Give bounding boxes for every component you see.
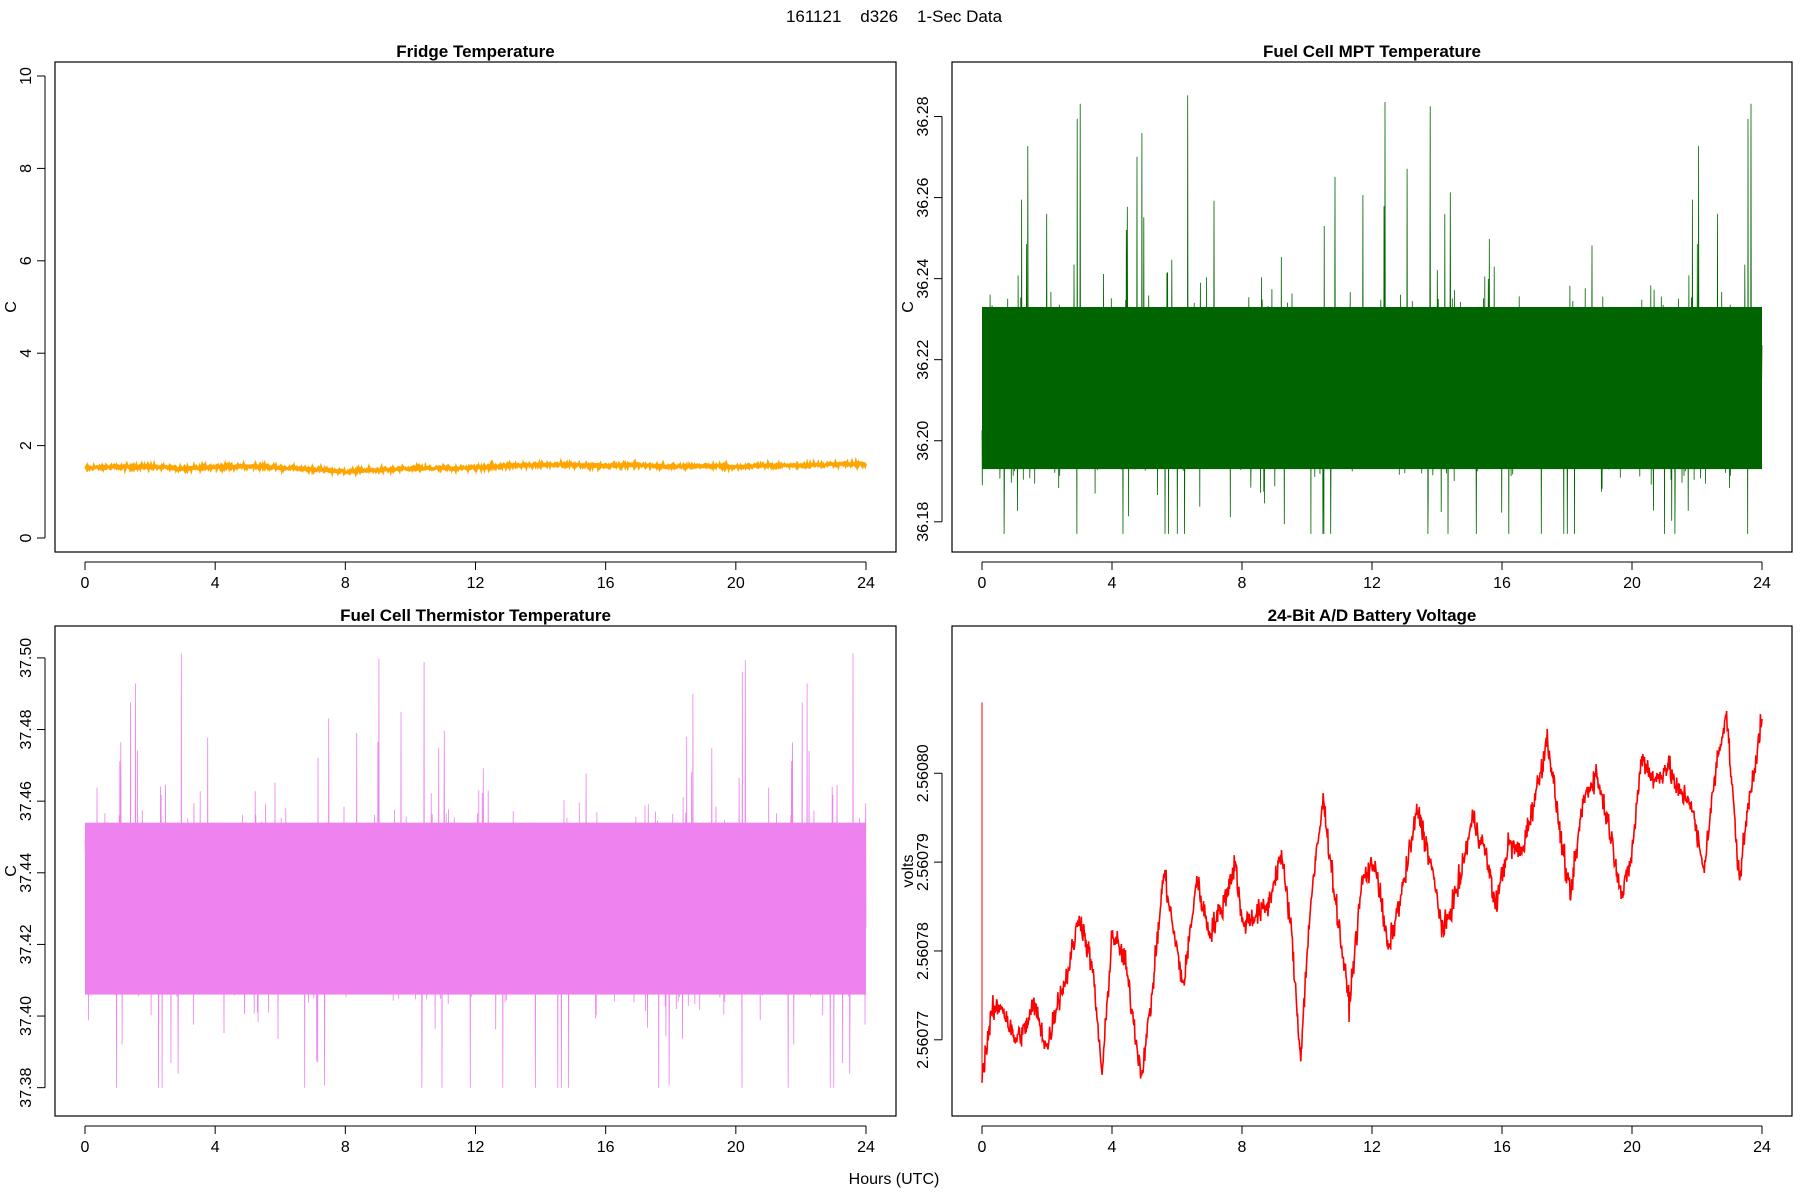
y-axis-label: C <box>3 865 20 877</box>
panel-title: Fridge Temperature <box>396 42 554 61</box>
x-tick-label: 8 <box>1238 575 1247 592</box>
x-tick-label: 0 <box>81 1139 90 1156</box>
y-axis-label: volts <box>900 855 917 888</box>
y-tick-label: 36.28 <box>915 96 932 136</box>
data-series <box>84 456 868 478</box>
y-tick-label: 36.26 <box>915 177 932 217</box>
y-tick-label: 2.56080 <box>915 744 932 802</box>
y-tick-label: 36.18 <box>915 502 932 542</box>
x-tick-label: 4 <box>211 1139 220 1156</box>
panel-4: 24-Bit A/D Battery Voltage volts 0 4 8 12 16 20… <box>900 606 1793 1156</box>
y-axis: 0 2 4 6 8 10 <box>18 67 46 542</box>
y-tick-label: 2.56078 <box>915 922 932 980</box>
plot-frame <box>951 625 1793 1117</box>
y-tick-label: 6 <box>18 256 35 265</box>
x-tick-label: 24 <box>857 1139 875 1156</box>
y-tick-label: 0 <box>18 533 35 542</box>
x-tick-label: 8 <box>1238 1139 1247 1156</box>
x-tick-label: 12 <box>467 575 485 592</box>
y-tick-label: 36.20 <box>915 421 932 461</box>
x-tick-label: 20 <box>1623 1139 1641 1156</box>
plot-frame <box>54 625 897 1117</box>
y-tick-label: 36.22 <box>915 340 932 380</box>
x-tick-label: 20 <box>727 575 745 592</box>
panel-2: Fuel Cell MPT Temperature C 0 4 8 12 16 20 24 36.… <box>900 42 1793 592</box>
x-tick-label: 20 <box>727 1139 745 1156</box>
y-tick-label: 8 <box>18 164 35 173</box>
y-axis-label: C <box>3 301 20 313</box>
x-axis: 0 4 8 12 16 20 24 <box>81 561 875 592</box>
y-tick-label: 2 <box>18 441 35 450</box>
y-tick-label: 10 <box>18 67 35 85</box>
y-axis: 2.56077 2.56078 2.56079 2.56080 <box>915 744 943 1069</box>
x-tick-label: 24 <box>1753 1139 1771 1156</box>
data-series <box>981 95 1763 534</box>
series-line <box>84 456 868 478</box>
x-tick-label: 16 <box>1493 575 1511 592</box>
x-tick-label: 0 <box>81 575 90 592</box>
panel-3: Fuel Cell Thermistor Temperature C 0 4 8 12 16… <box>3 606 897 1156</box>
y-tick-label: 4 <box>18 349 35 358</box>
data-series <box>981 702 1763 1083</box>
x-tick-label: 0 <box>978 1139 987 1156</box>
y-axis: 37.38 37.40 37.42 37.44 37.46 37.48 37.50 <box>18 638 46 1108</box>
panel-title: 24-Bit A/D Battery Voltage <box>1268 606 1477 625</box>
y-tick-label: 2.56077 <box>915 1011 932 1069</box>
y-tick-label: 37.48 <box>18 709 35 749</box>
y-tick-label: 37.42 <box>18 924 35 964</box>
plot-frame <box>951 61 1793 553</box>
series-line <box>981 710 1763 1083</box>
y-tick-label: 2.56079 <box>915 833 932 891</box>
x-tick-label: 12 <box>1363 1139 1381 1156</box>
series-line <box>981 95 1763 534</box>
x-tick-label: 12 <box>467 1139 485 1156</box>
series-line <box>84 653 867 1088</box>
x-tick-label: 8 <box>341 1139 350 1156</box>
x-tick-label: 4 <box>1108 575 1117 592</box>
x-tick-label: 16 <box>1493 1139 1511 1156</box>
panel-title: Fuel Cell MPT Temperature <box>1263 42 1481 61</box>
y-tick-label: 37.40 <box>18 996 35 1036</box>
y-tick-label: 37.38 <box>18 1068 35 1108</box>
y-tick-label: 37.46 <box>18 781 35 821</box>
y-axis: 36.18 36.20 36.22 36.24 36.26 36.28 <box>915 96 943 542</box>
x-tick-label: 16 <box>597 575 615 592</box>
x-tick-label: 4 <box>211 575 220 592</box>
panel-title: Fuel Cell Thermistor Temperature <box>340 606 611 625</box>
figure-title: 161121 d326 1-Sec Data <box>786 7 1003 26</box>
y-tick-label: 36.24 <box>915 259 932 299</box>
y-tick-label: 37.44 <box>18 853 35 893</box>
plot-frame <box>54 61 897 553</box>
x-tick-label: 20 <box>1623 575 1641 592</box>
x-axis: 0 4 8 12 16 20 24 <box>81 1125 875 1156</box>
x-axis: 0 4 8 12 16 20 24 <box>978 1125 1771 1156</box>
y-tick-label: 37.50 <box>18 638 35 678</box>
x-tick-label: 16 <box>597 1139 615 1156</box>
x-tick-label: 24 <box>857 575 875 592</box>
x-axis: 0 4 8 12 16 20 24 <box>978 561 1771 592</box>
x-tick-label: 12 <box>1363 575 1381 592</box>
x-tick-label: 0 <box>978 575 987 592</box>
y-axis-label: C <box>900 301 917 313</box>
x-tick-label: 8 <box>341 575 350 592</box>
figure-xlabel: Hours (UTC) <box>849 1171 940 1188</box>
x-tick-label: 24 <box>1753 575 1771 592</box>
x-tick-label: 4 <box>1108 1139 1117 1156</box>
data-series <box>84 653 867 1088</box>
